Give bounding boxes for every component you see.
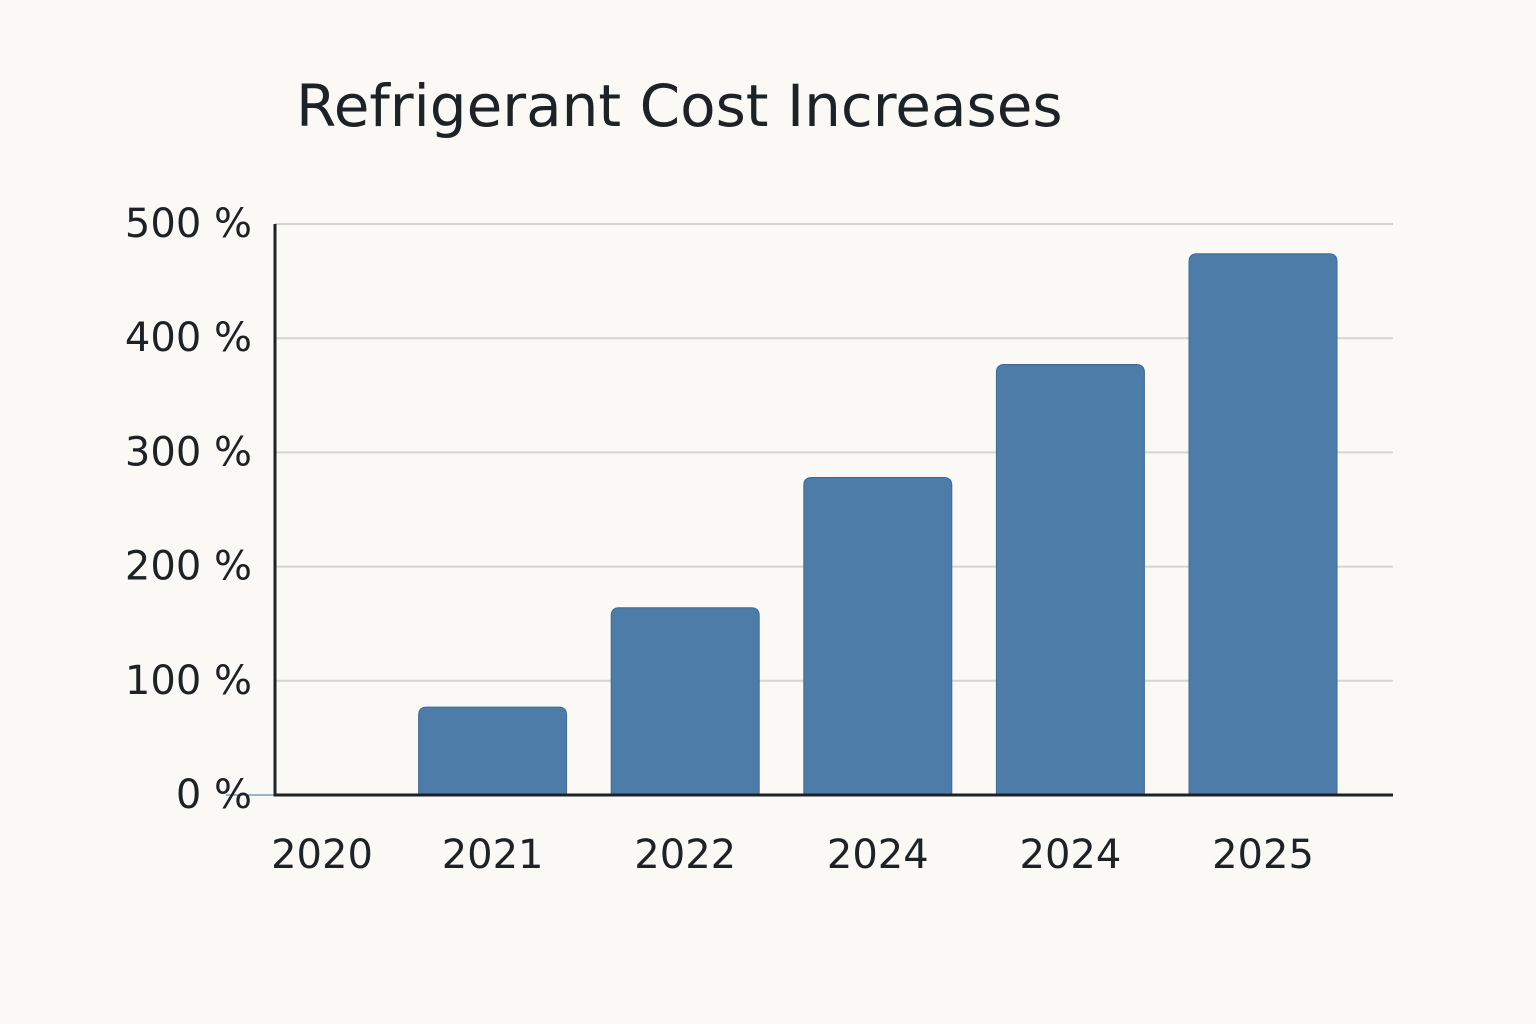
x-tick-label: 2022 <box>634 832 736 878</box>
y-tick-label: 400 % <box>125 315 252 361</box>
x-tick-label: 2025 <box>1212 832 1314 878</box>
y-tick-label: 0 % <box>176 772 252 818</box>
bar <box>995 363 1145 796</box>
bars <box>226 253 1338 796</box>
bar <box>803 477 953 796</box>
x-tick-label: 2024 <box>1020 832 1122 878</box>
y-tick-label: 100 % <box>125 658 252 704</box>
axes <box>273 224 1393 797</box>
bar <box>1188 253 1338 796</box>
x-tick-label: 2024 <box>827 832 929 878</box>
chart-title: Refrigerant Cost Increases <box>296 72 1063 140</box>
x-tick-label: 2021 <box>442 832 544 878</box>
y-tick-label: 200 % <box>125 544 252 590</box>
y-tick-label: 500 % <box>125 201 252 247</box>
y-tick-label: 300 % <box>125 429 252 475</box>
bar <box>418 706 568 796</box>
bar <box>610 607 760 796</box>
x-tick-label: 2020 <box>271 832 373 878</box>
